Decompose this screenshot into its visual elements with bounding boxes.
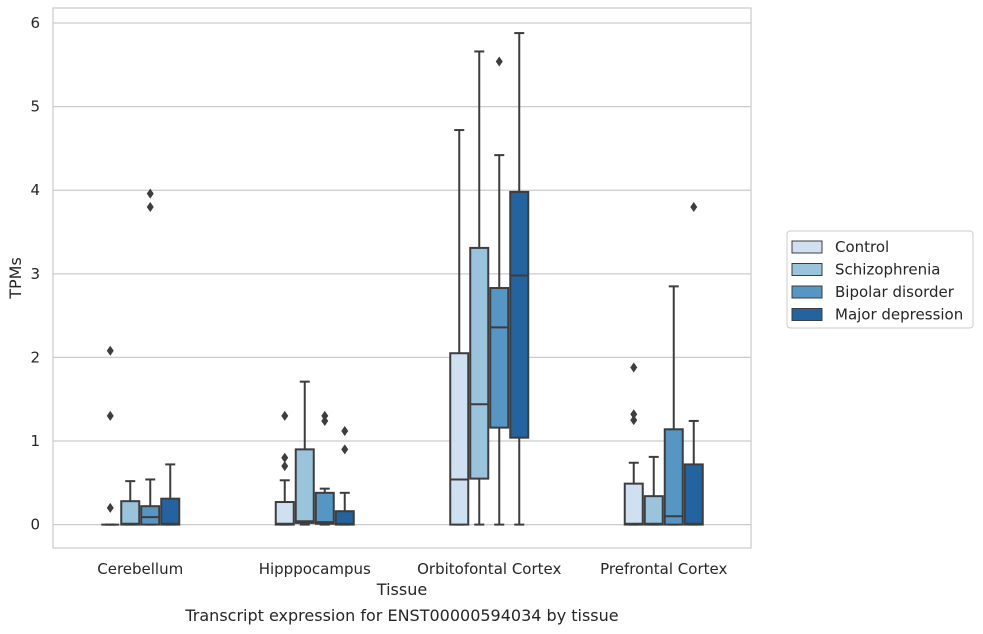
box-group	[623, 362, 644, 526]
y-tick-label: 4	[30, 181, 40, 199]
box-group	[120, 480, 141, 526]
box	[509, 190, 530, 439]
y-gridlines	[53, 22, 751, 526]
box	[160, 497, 181, 526]
box-group	[314, 410, 335, 526]
outlier-point	[146, 188, 154, 199]
outlier-point	[630, 362, 638, 373]
legend-swatch	[791, 240, 823, 254]
box-group	[683, 201, 704, 526]
outlier-point	[281, 410, 289, 421]
legend-swatch	[791, 263, 823, 276]
x-axis-ticks: Cerebellum Hipppocampus Orbitofontal Corte…	[97, 560, 727, 578]
box-group	[469, 50, 490, 526]
y-tick-label: 3	[30, 265, 40, 283]
box-series-group	[101, 32, 704, 526]
box-group	[140, 188, 161, 526]
legend-label: Schizophrenia	[835, 261, 940, 279]
y-tick-label: 2	[30, 348, 40, 366]
box	[683, 463, 704, 526]
legend-label: Major depression	[835, 306, 963, 324]
x-axis-label: Tissue	[376, 580, 427, 599]
outlier-point	[321, 410, 329, 421]
box-group	[160, 463, 181, 526]
outlier-point	[106, 502, 114, 513]
box	[334, 510, 355, 526]
box-group	[274, 410, 295, 526]
legend-frame	[786, 230, 974, 329]
x-tick-label: Orbitofontal Cortex	[417, 560, 561, 578]
box	[623, 482, 644, 526]
x-tick-label: Cerebellum	[97, 560, 183, 578]
box	[663, 428, 684, 526]
box-group	[449, 129, 470, 526]
box-group	[101, 345, 120, 526]
legend-label: Control	[835, 238, 889, 256]
chart-caption: Transcript expression for ENST0000059403…	[184, 606, 618, 625]
legend-swatch	[791, 308, 823, 321]
outlier-point	[341, 444, 349, 455]
outlier-point	[106, 410, 114, 421]
box	[314, 491, 335, 525]
box	[449, 352, 470, 526]
y-axis-ticks: 0 1 2 3 4 5 6	[30, 14, 40, 534]
box	[294, 448, 315, 524]
outlier-point	[630, 415, 638, 426]
outlier-point	[281, 452, 289, 463]
y-tick-label: 0	[30, 516, 40, 534]
box	[643, 495, 664, 526]
outlier-point	[495, 56, 503, 67]
y-tick-label: 5	[30, 98, 40, 116]
box	[140, 505, 161, 526]
box-group	[294, 380, 315, 526]
y-axis-label: TPMs	[6, 257, 25, 300]
y-tick-label: 1	[30, 432, 40, 450]
outlier-point	[321, 415, 329, 426]
box	[120, 500, 141, 526]
box	[274, 501, 295, 526]
box-group	[663, 285, 684, 526]
legend-label: Bipolar disorder	[835, 283, 955, 301]
box-group	[643, 455, 664, 526]
box-group	[509, 32, 530, 526]
box-group	[334, 425, 355, 526]
box	[469, 246, 490, 480]
x-tick-label: Prefrontal Cortex	[600, 560, 727, 578]
legend-swatch	[791, 285, 823, 299]
outlier-point	[281, 461, 289, 472]
legend: Control Schizophrenia Bipolar disorder Majo…	[786, 230, 974, 329]
box	[489, 287, 510, 429]
outlier-point	[146, 201, 154, 212]
outlier-point	[341, 425, 349, 436]
outlier-point	[690, 201, 698, 212]
box-group	[489, 56, 510, 526]
y-tick-label: 6	[30, 14, 40, 32]
x-tick-label: Hipppocampus	[259, 560, 371, 578]
outlier-point	[106, 345, 114, 356]
plot-area-frame	[52, 7, 752, 549]
outlier-point	[630, 409, 638, 420]
